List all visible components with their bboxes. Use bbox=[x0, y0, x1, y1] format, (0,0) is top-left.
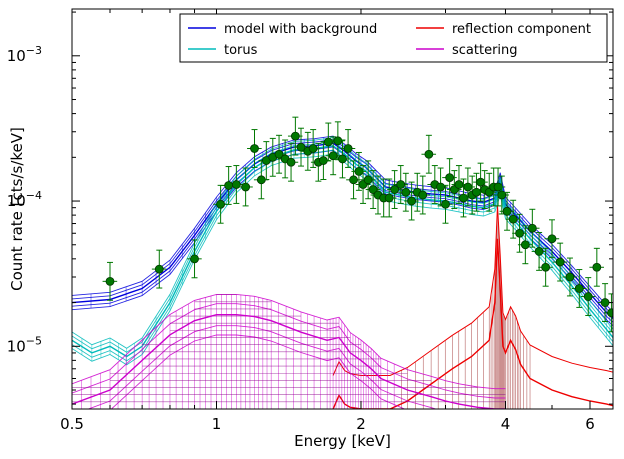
data-point bbox=[589, 247, 605, 287]
data-point bbox=[604, 293, 613, 333]
x-tick-label: 4 bbox=[501, 415, 511, 433]
data-point bbox=[381, 178, 397, 218]
data-point bbox=[335, 139, 350, 179]
data-point bbox=[490, 167, 506, 207]
y-axis-label: Count rate [cts/s/keV] bbox=[8, 127, 26, 291]
data-point bbox=[387, 170, 402, 209]
data-point bbox=[258, 141, 274, 180]
data-point bbox=[552, 242, 568, 282]
axis-ticks: 0.5 1 2 4 6 10−5 10−4 10−3 bbox=[7, 9, 613, 433]
data-point bbox=[544, 219, 560, 259]
data-point bbox=[562, 257, 578, 297]
y-tick-label: 10−3 bbox=[7, 44, 42, 65]
data-point bbox=[325, 136, 341, 176]
data-point bbox=[512, 213, 527, 253]
legend: model with background torus reflection com… bbox=[179, 13, 608, 63]
data-point bbox=[271, 134, 287, 174]
series-band-scattering-2 bbox=[87, 325, 438, 409]
legend-label: torus bbox=[224, 43, 258, 58]
legend-label: model with background bbox=[224, 22, 377, 37]
series-line-reflection-component bbox=[332, 238, 613, 409]
series-line-scattering bbox=[72, 314, 506, 409]
data-point bbox=[580, 277, 596, 316]
data-point bbox=[442, 158, 457, 198]
data-point bbox=[531, 231, 547, 271]
data-point bbox=[293, 127, 309, 167]
data-point bbox=[102, 261, 118, 301]
data-point bbox=[151, 249, 167, 289]
x-tick-label: 2 bbox=[356, 415, 366, 433]
data-point bbox=[213, 184, 228, 224]
data-point bbox=[499, 191, 515, 231]
data-point bbox=[421, 134, 437, 174]
x-tick-label: 6 bbox=[585, 415, 595, 433]
data-point bbox=[538, 247, 553, 287]
y-tick-label: 10−4 bbox=[7, 189, 42, 210]
data-point bbox=[300, 131, 316, 171]
series-line-upper-reflection-component bbox=[332, 205, 613, 376]
data-point bbox=[415, 175, 430, 215]
data-point bbox=[330, 121, 346, 161]
plot-frame bbox=[71, 8, 614, 410]
data-point bbox=[438, 184, 453, 224]
data-point bbox=[517, 225, 533, 265]
legend-label: reflection component bbox=[452, 22, 591, 37]
x-tick-label: 1 bbox=[212, 415, 222, 433]
x-axis-label: Energy [keV] bbox=[294, 432, 391, 450]
x-tick-label: 0.5 bbox=[60, 415, 84, 433]
data-point bbox=[571, 269, 587, 308]
data-point bbox=[477, 170, 492, 209]
plot-area bbox=[72, 116, 613, 409]
data-point bbox=[524, 208, 540, 248]
data-point bbox=[456, 178, 471, 218]
data-point bbox=[346, 160, 361, 200]
data-point bbox=[340, 129, 356, 168]
series-band-scattering-1 bbox=[72, 303, 506, 399]
data-point bbox=[238, 167, 253, 207]
data-point bbox=[305, 129, 321, 168]
data-point bbox=[287, 116, 303, 156]
data-point bbox=[247, 129, 262, 168]
data-point bbox=[283, 142, 299, 182]
legend-box bbox=[179, 13, 608, 63]
data-point bbox=[404, 181, 419, 221]
data-point bbox=[187, 239, 202, 279]
data-point bbox=[473, 162, 488, 202]
data-point bbox=[494, 175, 509, 215]
legend-label: scattering bbox=[452, 43, 518, 58]
y-tick-label: 10−5 bbox=[7, 334, 42, 355]
data-point bbox=[505, 199, 521, 239]
